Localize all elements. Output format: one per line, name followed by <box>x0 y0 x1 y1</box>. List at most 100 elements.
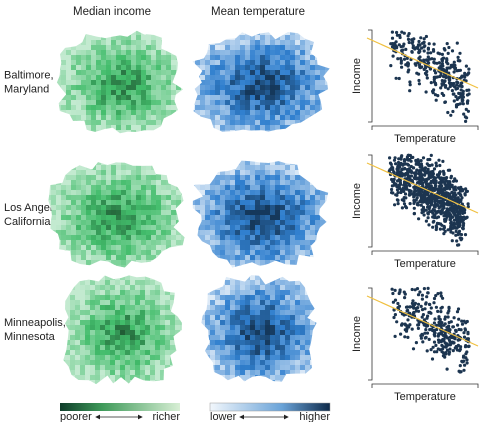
map-tract <box>56 185 61 190</box>
map-tract <box>250 295 255 300</box>
map-tract <box>136 190 141 195</box>
map-tract <box>131 115 136 120</box>
scatter-point <box>433 317 436 320</box>
map-tract <box>56 85 61 90</box>
map-tract <box>300 275 305 280</box>
map-tract <box>131 60 136 65</box>
map-tract <box>166 30 171 35</box>
map-tract <box>71 60 76 65</box>
map-tract <box>171 170 176 175</box>
map-tract <box>245 90 250 95</box>
map-tract <box>225 160 230 165</box>
map-tract <box>71 235 76 240</box>
map-tract <box>260 95 265 100</box>
map-tract <box>280 280 285 285</box>
map-tract <box>80 335 85 340</box>
map-tract <box>200 250 205 255</box>
map-tract <box>195 170 200 175</box>
scatter-point <box>410 50 413 53</box>
map-tract <box>161 205 166 210</box>
map-tract <box>310 210 315 215</box>
map-tract <box>310 200 315 205</box>
scatter-point <box>451 110 454 113</box>
map-tract <box>181 95 186 100</box>
map-tract <box>116 180 121 185</box>
map-tract <box>310 305 315 310</box>
map-tract <box>200 45 205 50</box>
map-tract <box>315 340 320 345</box>
map-tract <box>131 170 136 175</box>
map-tract <box>265 160 270 165</box>
map-tract <box>125 285 130 290</box>
map-tract <box>71 265 76 270</box>
map-tract <box>61 260 66 265</box>
map-tract <box>145 320 150 325</box>
map-tract <box>86 245 91 250</box>
map-tract <box>181 200 186 205</box>
map-tract <box>101 210 106 215</box>
map-tract <box>305 75 310 80</box>
map-tract <box>285 65 290 70</box>
map-tract <box>101 130 106 135</box>
map-tract <box>260 370 265 375</box>
map-tract <box>166 75 171 80</box>
map-tract <box>300 345 305 350</box>
map-tract <box>245 360 250 365</box>
map-tract <box>245 210 250 215</box>
map-tract <box>305 290 310 295</box>
map-tract <box>81 265 86 270</box>
map-tract <box>200 190 205 195</box>
map-tract <box>315 360 320 365</box>
map-tract <box>200 200 205 205</box>
map-tract <box>105 345 110 350</box>
map-tract <box>146 75 151 80</box>
scatter-point <box>418 44 421 47</box>
map-tract <box>325 215 330 220</box>
map-tract <box>156 70 161 75</box>
map-tract <box>166 35 171 40</box>
map-tract <box>315 225 320 230</box>
map-tract <box>131 265 136 270</box>
map-tract <box>290 65 295 70</box>
map-tract <box>71 255 76 260</box>
map-tract <box>170 325 175 330</box>
map-tract <box>91 125 96 130</box>
map-tract <box>71 30 76 35</box>
map-tract <box>70 275 75 280</box>
map-tract <box>131 250 136 255</box>
map-tract <box>245 110 250 115</box>
map-tract <box>275 260 280 265</box>
map-tract <box>116 65 121 70</box>
map-tract <box>195 40 200 45</box>
map-tract <box>245 220 250 225</box>
map-tract <box>235 255 240 260</box>
map-tract <box>250 160 255 165</box>
map-tract <box>305 190 310 195</box>
map-tract <box>106 165 111 170</box>
map-tract <box>70 330 75 335</box>
map-tract <box>240 340 245 345</box>
map-tract <box>210 295 215 300</box>
map-tract <box>195 30 200 35</box>
map-tract <box>116 35 121 40</box>
map-tract <box>275 305 280 310</box>
map-tract <box>51 170 56 175</box>
map-tract <box>290 300 295 305</box>
map-tract <box>190 55 195 60</box>
map-tract <box>195 50 200 55</box>
map-tract <box>101 250 106 255</box>
map-tract <box>151 55 156 60</box>
map-tract <box>80 345 85 350</box>
scatter-point <box>426 206 429 209</box>
map-tract <box>315 335 320 340</box>
map-tract <box>195 80 200 85</box>
map-tract <box>300 230 305 235</box>
map-tract <box>110 295 115 300</box>
map-tract <box>146 100 151 105</box>
map-tract <box>300 160 305 165</box>
map-tract <box>105 275 110 280</box>
scatter-point <box>408 168 411 171</box>
scatter-point <box>424 192 427 195</box>
map-tract <box>305 365 310 370</box>
map-tract <box>56 200 61 205</box>
